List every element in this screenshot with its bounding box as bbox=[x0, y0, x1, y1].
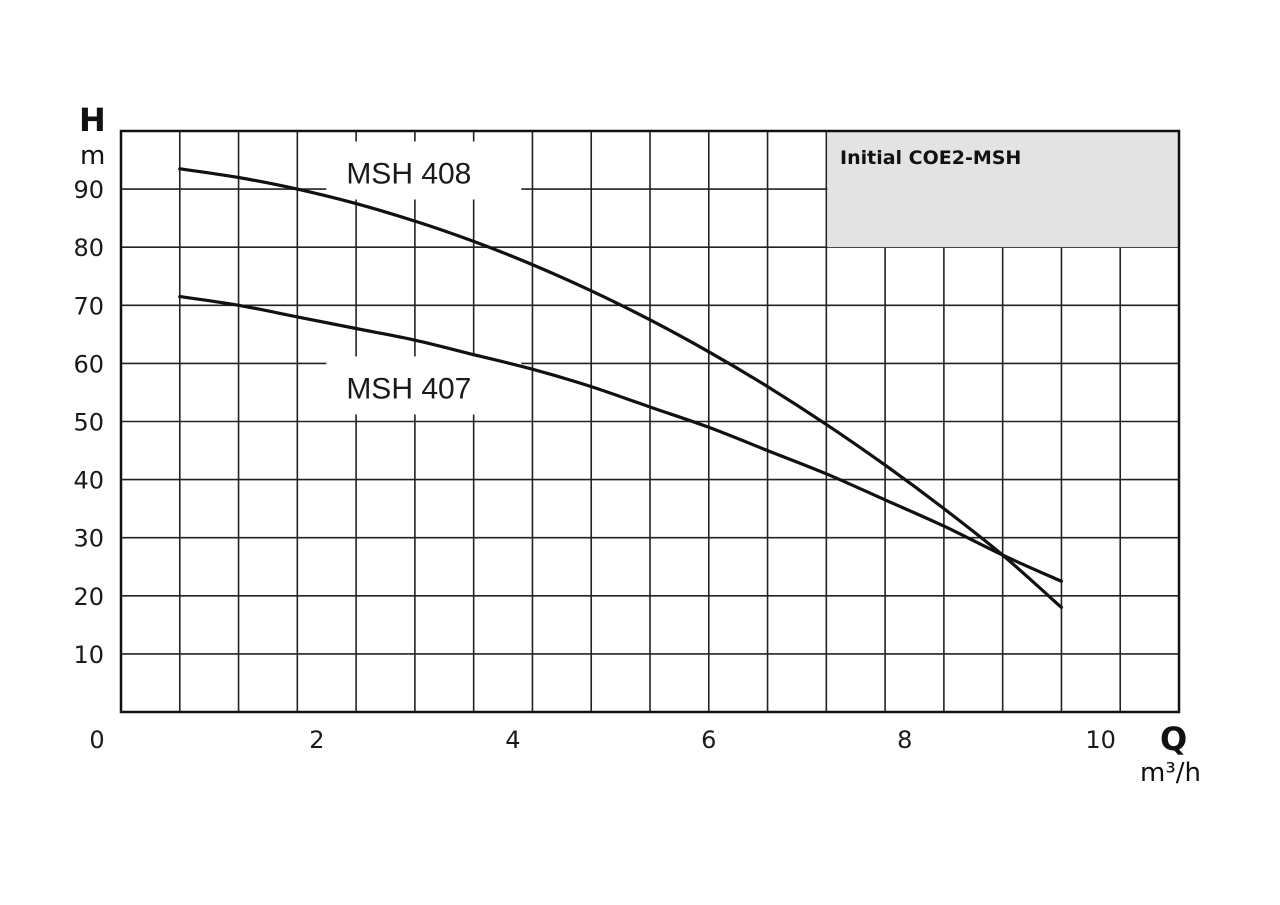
x-axis-unit: m³/h bbox=[1140, 758, 1201, 788]
y-tick-label: 70 bbox=[73, 292, 104, 320]
series-label-bg bbox=[326, 356, 522, 415]
series-label-backgrounds bbox=[326, 141, 522, 415]
tick-labels: 0 2 4 6 8 10 10 20 30 40 50 60 70 80 90 bbox=[73, 176, 1115, 754]
y-tick-label: 30 bbox=[73, 525, 104, 553]
y-tick-label: 10 bbox=[73, 641, 104, 669]
x-axis-label: Q bbox=[1160, 720, 1187, 758]
x-tick-label: 6 bbox=[701, 726, 716, 754]
annotation-box bbox=[827, 132, 1178, 248]
y-tick-label: 40 bbox=[73, 467, 104, 495]
y-tick-label: 60 bbox=[73, 350, 104, 378]
series-label: MSH 407 bbox=[346, 372, 471, 405]
series-labels: MSH 408 MSH 407 bbox=[346, 157, 471, 405]
y-tick-label: 50 bbox=[73, 409, 104, 437]
y-axis-label: H bbox=[79, 101, 106, 139]
annotation-text: Initial COE2-MSH bbox=[840, 147, 1021, 169]
x-tick-label: 0 bbox=[89, 726, 104, 754]
x-tick-label: 8 bbox=[897, 726, 912, 754]
plot-frame bbox=[119, 129, 1181, 714]
y-tick-label: 20 bbox=[73, 583, 104, 611]
curves bbox=[178, 167, 1063, 609]
y-axis-unit: m bbox=[80, 141, 105, 171]
series-label-bg bbox=[326, 141, 522, 200]
series-line-1 bbox=[178, 167, 1063, 609]
x-tick-label: 10 bbox=[1085, 726, 1116, 754]
y-tick-label: 90 bbox=[73, 176, 104, 204]
x-tick-label: 2 bbox=[309, 726, 324, 754]
series-label: MSH 408 bbox=[346, 157, 471, 190]
series-line-2 bbox=[178, 295, 1063, 583]
grid bbox=[121, 131, 1179, 712]
y-tick-label: 80 bbox=[73, 234, 104, 262]
x-tick-label: 4 bbox=[505, 726, 520, 754]
